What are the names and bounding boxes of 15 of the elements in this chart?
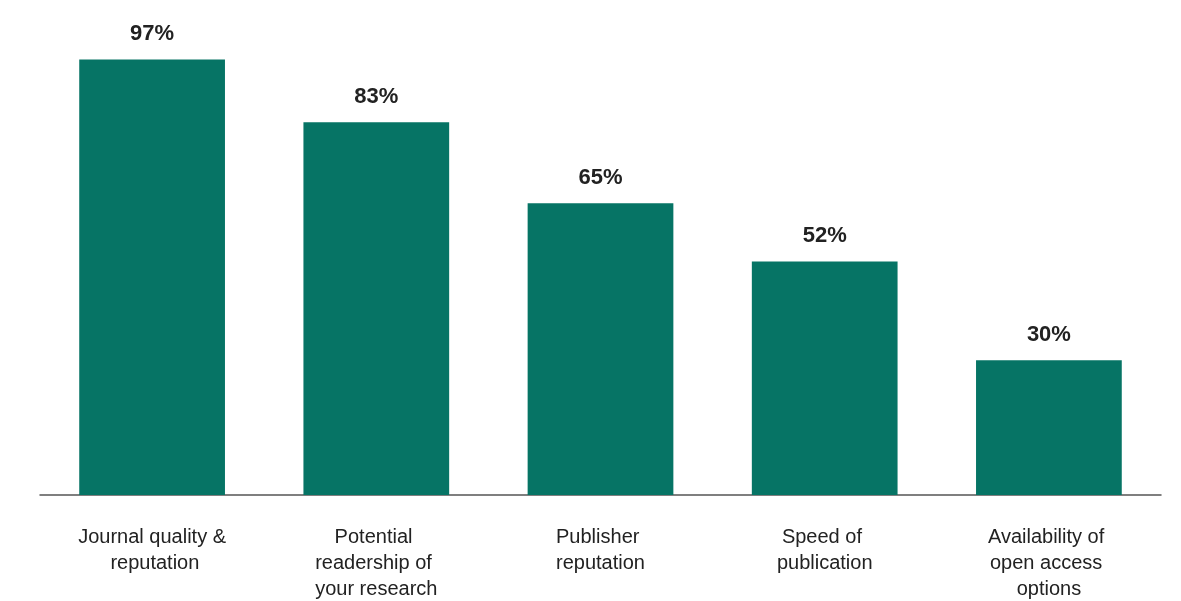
- x-tick-label: Journal quality & reputation: [78, 525, 227, 573]
- bar: [527, 203, 674, 495]
- bar: [79, 59, 225, 495]
- x-tick-label: Publisher reputation: [556, 525, 645, 573]
- data-label: 52%: [802, 222, 847, 248]
- x-tick-label: Speed of publication: [776, 525, 873, 573]
- x-tick-label: Availability of open access options: [987, 525, 1110, 599]
- bar: [303, 122, 450, 495]
- x-tick-label: Potential readership of your research: [315, 525, 438, 599]
- data-label: 65%: [578, 163, 623, 189]
- data-label: 30%: [1026, 320, 1071, 346]
- bar: [751, 261, 898, 495]
- data-label: 97%: [130, 19, 175, 45]
- data-label: 83%: [354, 82, 399, 108]
- bar: [976, 360, 1122, 495]
